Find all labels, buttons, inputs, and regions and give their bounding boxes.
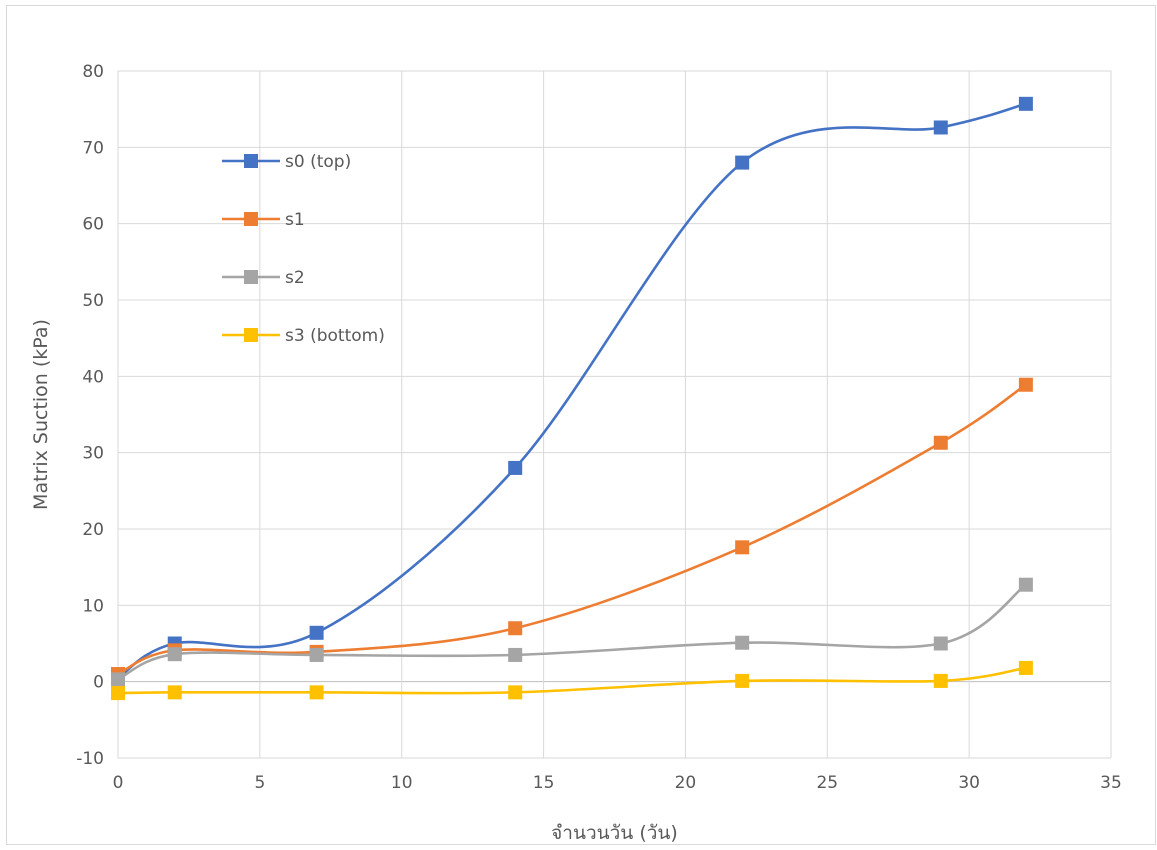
y-tick-label: 10 (82, 596, 104, 616)
series-line-1 (116, 383, 1028, 676)
data-point-0-4 (735, 155, 750, 170)
series-3 (111, 660, 1033, 701)
data-point-3-3 (508, 685, 523, 700)
line-chart: -10 0 10 20 30 40 50 60 70 80 0 5 10 15 20 25 30 35 s0 (t… (30, 62, 1122, 844)
gridlines (117, 70, 1112, 759)
y-tick-label: -10 (76, 749, 104, 769)
series-2 (111, 577, 1033, 687)
x-tick-label: 35 (1100, 773, 1122, 793)
y-tick-label: 80 (82, 62, 104, 82)
y-tick-label: 20 (82, 520, 104, 540)
x-axis-title: จำนวนวัน (วัน) (551, 822, 678, 844)
legend: s0 (top) s1 s2 s3 (bottom) (222, 152, 385, 346)
data-point-3-5 (933, 673, 948, 688)
y-tick-label: 30 (82, 444, 104, 464)
data-point-3-1 (167, 685, 182, 700)
legend-label-0: s0 (top) (285, 152, 351, 172)
legend-marker-0 (244, 154, 258, 168)
chart-frame: -10 0 10 20 30 40 50 60 70 80 0 5 10 15 20 25 30 35 s0 (t… (6, 5, 1156, 845)
tick-labels: -10 0 10 20 30 40 50 60 70 80 0 5 10 15 20 25 30 35 (76, 62, 1122, 793)
y-tick-label: 50 (82, 291, 104, 311)
data-point-3-2 (309, 685, 324, 700)
y-tick-label: 70 (82, 138, 104, 158)
series-0 (111, 96, 1033, 685)
data-point-0-2 (309, 625, 324, 640)
data-point-3-6 (1018, 660, 1033, 675)
data-point-3-4 (735, 673, 750, 688)
x-tick-label: 5 (254, 773, 265, 793)
legend-label-1: s1 (285, 210, 305, 230)
series-line-0 (116, 102, 1028, 680)
data-point-1-5 (933, 435, 948, 450)
legend-entry-0: s0 (top) (222, 152, 351, 172)
data-point-1-4 (735, 540, 750, 555)
y-tick-label: 60 (82, 215, 104, 235)
y-tick-label: 0 (93, 673, 104, 693)
data-point-3-0 (111, 686, 125, 701)
legend-entry-2: s2 (222, 268, 305, 288)
legend-entry-1: s1 (222, 210, 305, 230)
data-point-2-0 (111, 672, 125, 687)
data-point-2-4 (735, 635, 750, 650)
data-point-1-6 (1018, 377, 1033, 392)
data-point-2-3 (508, 647, 523, 662)
x-tick-label: 20 (675, 773, 697, 793)
x-tick-label: 10 (391, 773, 413, 793)
legend-marker-1 (244, 212, 258, 226)
series-line-2 (116, 583, 1028, 681)
data-point-2-1 (167, 647, 182, 662)
legend-marker-3 (244, 328, 258, 342)
data-point-1-3 (508, 621, 523, 636)
legend-label-2: s2 (285, 268, 305, 288)
x-tick-label: 0 (113, 773, 124, 793)
series-group (111, 96, 1033, 701)
data-point-2-6 (1018, 577, 1033, 592)
x-tick-label: 15 (533, 773, 555, 793)
data-point-0-3 (508, 460, 523, 475)
y-tick-label: 40 (82, 367, 104, 387)
legend-entry-3: s3 (bottom) (222, 326, 385, 346)
legend-marker-2 (244, 270, 258, 284)
x-tick-label: 30 (958, 773, 980, 793)
legend-label-3: s3 (bottom) (285, 326, 385, 346)
data-point-0-5 (933, 120, 948, 135)
series-line-3 (116, 666, 1028, 695)
x-tick-label: 25 (816, 773, 838, 793)
data-point-2-2 (309, 647, 324, 662)
data-point-2-5 (933, 636, 948, 651)
y-axis-title: Matrix Suction (kPa) (30, 319, 52, 510)
data-point-0-6 (1018, 96, 1033, 111)
